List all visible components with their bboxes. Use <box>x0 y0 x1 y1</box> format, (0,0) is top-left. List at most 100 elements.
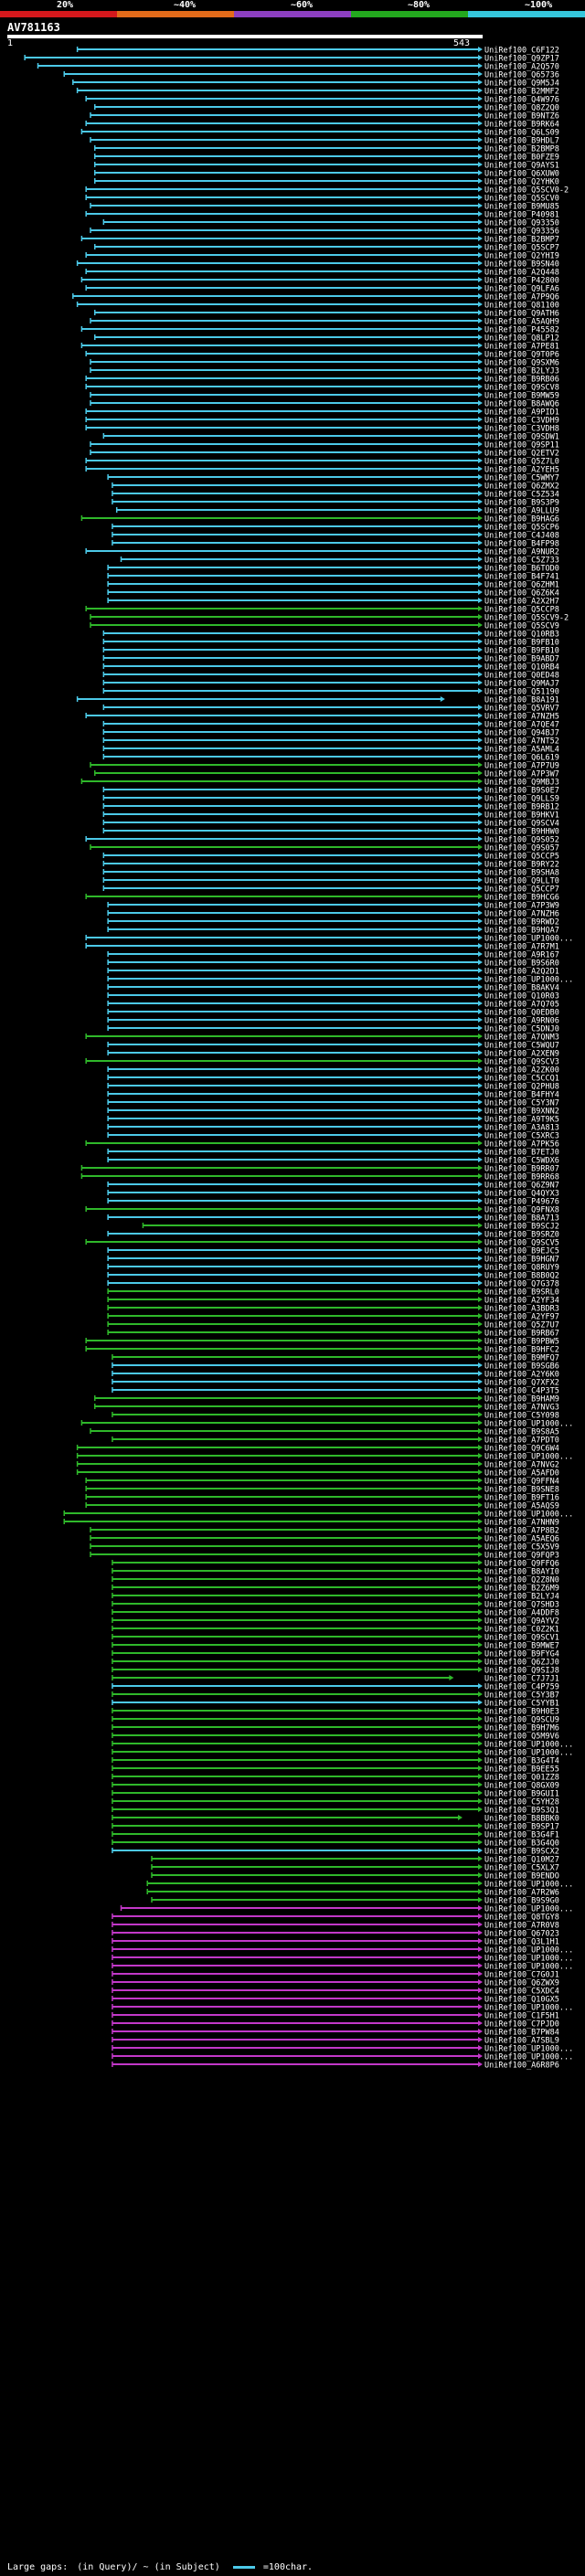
hit-label[interactable]: UniRef100_Q8TGY8 <box>484 1913 559 1923</box>
hit-label[interactable]: UniRef100_Q5CCP8 <box>484 606 559 615</box>
hit-label[interactable]: UniRef100_Q10RB4 <box>484 663 559 673</box>
hit-label[interactable]: UniRef100_A7R7M1 <box>484 943 559 952</box>
hit-label[interactable]: UniRef100_C5CCQ1 <box>484 1075 559 1084</box>
hit-label[interactable]: UniRef100_B9S0E7 <box>484 787 559 796</box>
hit-label[interactable]: UniRef100_Q9SCV3 <box>484 1058 559 1067</box>
hit-label[interactable]: UniRef100_A7PE81 <box>484 343 559 352</box>
hit-label[interactable]: UniRef100_C5Y3B7 <box>484 1691 559 1701</box>
hit-label[interactable]: UniRef100_Q2YHI9 <box>484 252 559 261</box>
hit-label[interactable]: UniRef100_B0FZE9 <box>484 154 559 163</box>
hit-label[interactable]: UniRef100_UP1000... <box>484 1955 573 1964</box>
hit-label[interactable]: UniRef100_A3BDR3 <box>484 1305 559 1314</box>
hit-label[interactable]: UniRef100_B8A713 <box>484 1214 559 1224</box>
hit-label[interactable]: UniRef100_A5AML4 <box>484 746 559 755</box>
hit-label[interactable]: UniRef100_UP1000... <box>484 1453 573 1462</box>
hit-label[interactable]: UniRef100_B9SGB6 <box>484 1362 559 1372</box>
hit-label[interactable]: UniRef100_Q9AYS1 <box>484 162 559 171</box>
hit-label[interactable]: UniRef100_Q9SCV5 <box>484 1239 559 1248</box>
hit-label[interactable]: UniRef100_B9SRL0 <box>484 1288 559 1298</box>
hit-label[interactable]: UniRef100_Q6L619 <box>484 754 559 763</box>
hit-label[interactable]: UniRef100_B9S6R0 <box>484 959 559 969</box>
hit-label[interactable]: UniRef100_B9NTZ6 <box>484 112 559 122</box>
hit-label[interactable]: UniRef100_B9MU85 <box>484 203 559 212</box>
hit-label[interactable]: UniRef100_Q9MAJ7 <box>484 680 559 689</box>
hit-label[interactable]: UniRef100_B9RY22 <box>484 861 559 870</box>
hit-label[interactable]: UniRef100_Q9ATH6 <box>484 310 559 319</box>
hit-label[interactable]: UniRef100_B7ETJ0 <box>484 1149 559 1158</box>
hit-label[interactable]: UniRef100_Q9AYV2 <box>484 1617 559 1627</box>
hit-label[interactable]: UniRef100_B9RK64 <box>484 121 559 130</box>
hit-label[interactable]: UniRef100_Q8RUY9 <box>484 1264 559 1273</box>
hit-label[interactable]: UniRef100_B8B0Q2 <box>484 1272 559 1281</box>
hit-label[interactable]: UniRef100_B9EJC5 <box>484 1247 559 1256</box>
hit-label[interactable]: UniRef100_C5XDC4 <box>484 1988 559 1997</box>
hit-label[interactable]: UniRef100_Q9S052 <box>484 836 559 845</box>
hit-label[interactable]: UniRef100_A7P9Q6 <box>484 293 559 302</box>
hit-label[interactable]: UniRef100_Q9M5J4 <box>484 80 559 89</box>
hit-label[interactable]: UniRef100_Q6ZWX9 <box>484 1979 559 1988</box>
hit-label[interactable]: UniRef100_Q8Z2Q0 <box>484 104 559 113</box>
hit-label[interactable]: UniRef100_A7NHN9 <box>484 1519 559 1528</box>
hit-label[interactable]: UniRef100_A3A813 <box>484 1124 559 1133</box>
hit-label[interactable]: UniRef100_A2Q2D1 <box>484 968 559 977</box>
hit-label[interactable]: UniRef100_B9MW59 <box>484 392 559 401</box>
hit-label[interactable]: UniRef100_Q2Z8N0 <box>484 1576 559 1585</box>
hit-label[interactable]: UniRef100_C5Z534 <box>484 491 559 500</box>
hit-label[interactable]: UniRef100_Q10RB3 <box>484 631 559 640</box>
hit-label[interactable]: UniRef100_C7J7J1 <box>484 1675 559 1684</box>
hit-label[interactable]: UniRef100_A5AQH9 <box>484 318 559 327</box>
hit-label[interactable]: UniRef100_Q9SCU9 <box>484 1716 559 1725</box>
hit-label[interactable]: UniRef100_Q10R03 <box>484 992 559 1002</box>
hit-label[interactable]: UniRef100_C5X5V9 <box>484 1543 559 1553</box>
hit-label[interactable]: UniRef100_UP1000... <box>484 1511 573 1520</box>
hit-label[interactable]: UniRef100_B3G4Q0 <box>484 1839 559 1849</box>
hit-label[interactable]: UniRef100_Q6Z9N7 <box>484 1182 559 1191</box>
hit-label[interactable]: UniRef100_A9LLU9 <box>484 507 559 516</box>
hit-label[interactable]: UniRef100_Q8GX09 <box>484 1782 559 1791</box>
hit-label[interactable]: UniRef100_B8A191 <box>484 696 559 705</box>
hit-label[interactable]: UniRef100_A7R2W6 <box>484 1889 559 1898</box>
hit-label[interactable]: UniRef100_UP1000... <box>484 1963 573 1972</box>
hit-label[interactable]: UniRef100_UP1000... <box>484 2045 573 2054</box>
hit-label[interactable]: UniRef100_B9SNE8 <box>484 1486 559 1495</box>
hit-label[interactable]: UniRef100_Q5Z7L0 <box>484 458 559 467</box>
hit-label[interactable]: UniRef100_Q8LP12 <box>484 334 559 344</box>
hit-label[interactable]: UniRef100_B9ABD7 <box>484 655 559 664</box>
hit-label[interactable]: UniRef100_Q5Z7U7 <box>484 1321 559 1330</box>
hit-label[interactable]: UniRef100_Q93350 <box>484 219 559 228</box>
hit-label[interactable]: UniRef100_A6R8P6 <box>484 2062 559 2071</box>
hit-label[interactable]: UniRef100_B9S3P9 <box>484 499 559 508</box>
hit-label[interactable]: UniRef100_B9SCJ2 <box>484 1223 559 1232</box>
hit-label[interactable]: UniRef100_A9R167 <box>484 951 559 960</box>
hit-label[interactable]: UniRef100_C5YYB1 <box>484 1700 559 1709</box>
hit-label[interactable]: UniRef100_B9HAG6 <box>484 515 559 525</box>
hit-label[interactable]: UniRef100_A7QNM3 <box>484 1034 559 1043</box>
hit-label[interactable]: UniRef100_C6F122 <box>484 47 559 56</box>
hit-label[interactable]: UniRef100_UP1000... <box>484 1946 573 1956</box>
hit-label[interactable]: UniRef100_Q01ZZ8 <box>484 1774 559 1783</box>
hit-label[interactable]: UniRef100_B9HHW0 <box>484 828 559 837</box>
hit-label[interactable]: UniRef100_C5WDX6 <box>484 1157 559 1166</box>
hit-label[interactable]: UniRef100_Q4QYX3 <box>484 1190 559 1199</box>
hit-label[interactable]: UniRef100_Q5SCV9 <box>484 622 559 631</box>
hit-label[interactable]: UniRef100_A2X2H7 <box>484 598 559 607</box>
hit-label[interactable]: UniRef100_Q9S057 <box>484 844 559 853</box>
hit-label[interactable]: UniRef100_Q9LLT0 <box>484 877 559 886</box>
hit-label[interactable]: UniRef100_Q2ETV2 <box>484 450 559 459</box>
hit-label[interactable]: UniRef100_B9SP17 <box>484 1823 559 1832</box>
hit-label[interactable]: UniRef100_B9RWD2 <box>484 918 559 928</box>
hit-label[interactable]: UniRef100_C3VDH8 <box>484 425 559 434</box>
hit-label[interactable]: UniRef100_Q51190 <box>484 688 559 697</box>
hit-label[interactable]: UniRef100_Q9FNX8 <box>484 1206 559 1215</box>
hit-label[interactable]: UniRef100_B9RB12 <box>484 803 559 812</box>
hit-label[interactable]: UniRef100_A9NUR2 <box>484 548 559 557</box>
hit-label[interactable]: UniRef100_Q81100 <box>484 302 559 311</box>
hit-label[interactable]: UniRef100_UP1000... <box>484 976 573 985</box>
hit-label[interactable]: UniRef100_Q0EDB0 <box>484 1009 559 1018</box>
hit-label[interactable]: UniRef100_B3G4F1 <box>484 1831 559 1840</box>
hit-label[interactable]: UniRef100_C7PJD0 <box>484 2020 559 2030</box>
hit-label[interactable]: UniRef100_C4J408 <box>484 532 559 541</box>
hit-label[interactable]: UniRef100_Q5VRV7 <box>484 705 559 714</box>
hit-label[interactable]: UniRef100_B9RB06 <box>484 376 559 385</box>
hit-label[interactable]: UniRef100_B8BBK0 <box>484 1815 559 1824</box>
